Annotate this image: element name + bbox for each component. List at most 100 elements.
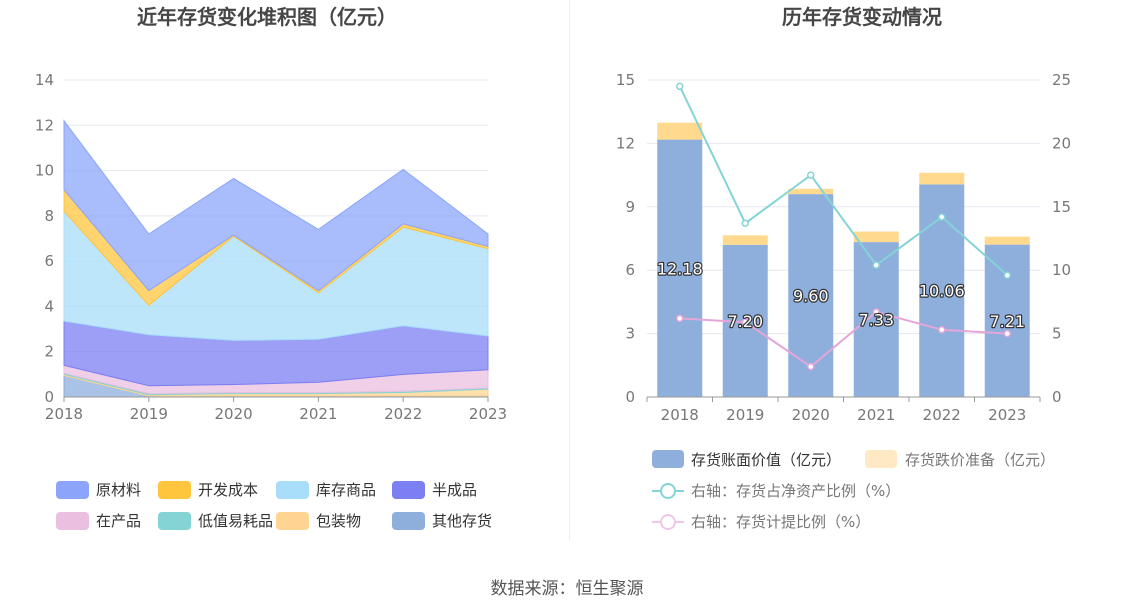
left-x-tick-label: 2023 bbox=[469, 405, 507, 423]
bar-impairment-2018 bbox=[657, 122, 703, 140]
right-bars bbox=[657, 122, 1030, 397]
right-lines bbox=[676, 82, 1011, 371]
bar-book-value-2023 bbox=[984, 244, 1030, 397]
legend-swatch-存货账面价值（亿元） bbox=[652, 450, 684, 468]
legend-swatch-低值易耗品 bbox=[158, 512, 191, 530]
right-axes: 0 3 6 9 12 15 0 5 10 15 20 25 2018 2019 2020 2021 2022 20… bbox=[616, 71, 1071, 424]
right-x-tick-label: 2022 bbox=[923, 406, 961, 424]
right-y-tick-label: 9 bbox=[625, 198, 635, 216]
line-point-1-2023 bbox=[1003, 271, 1011, 280]
bar-impairment-2022 bbox=[919, 172, 965, 185]
legend-swatch-其他存货 bbox=[392, 512, 425, 530]
right-y-tick-label: 0 bbox=[625, 388, 635, 406]
bar-value-label-2020: 9.60 bbox=[793, 287, 829, 306]
legend-swatch-原材料 bbox=[56, 481, 89, 499]
line-point-1-2021 bbox=[872, 261, 880, 269]
right-x-tick-label: 2023 bbox=[988, 406, 1026, 424]
legend-swatch-开发成本 bbox=[158, 481, 191, 499]
legend-marker-2 bbox=[660, 514, 676, 530]
left-chart-title: 近年存货变化堆积图（亿元） bbox=[137, 5, 397, 29]
left-y-tick-label: 4 bbox=[44, 297, 54, 315]
line-point-2-2018 bbox=[676, 314, 684, 323]
right-y-tick-label: 3 bbox=[625, 325, 635, 343]
legend-label-右轴：存货占净资产比例（%）: 右轴：存货占净资产比例（%） bbox=[691, 482, 900, 500]
legend-label-原材料: 原材料 bbox=[96, 481, 141, 499]
line-point-1-2020 bbox=[807, 171, 815, 179]
right-x-tick-label: 2019 bbox=[726, 406, 764, 424]
bar-book-value-2018 bbox=[657, 139, 703, 397]
left-y-tick-label: 6 bbox=[44, 252, 54, 270]
bar-value-label-2022: 10.06 bbox=[919, 282, 965, 301]
left-y-tick-label: 10 bbox=[35, 162, 54, 180]
right-y-tick-label: 6 bbox=[625, 261, 635, 279]
bar-value-label-2019: 7.20 bbox=[727, 312, 763, 331]
left-x-tick-label: 2022 bbox=[384, 405, 422, 423]
right-y2-tick-label: 20 bbox=[1052, 134, 1071, 152]
right-x-tick-label: 2018 bbox=[661, 406, 699, 424]
legend-label-半成品: 半成品 bbox=[432, 481, 477, 499]
legend-label-其他存货: 其他存货 bbox=[432, 512, 492, 530]
right-legend: 存货账面价值（亿元） 存货跌价准备（亿元） 右轴：存货占净资产比例（%） 右轴：存货计… bbox=[652, 450, 1055, 531]
legend-label-存货账面价值（亿元）: 存货账面价值（亿元） bbox=[691, 451, 841, 469]
legend-swatch-在产品 bbox=[56, 512, 89, 530]
inventory-stacked-area-chart: 近年存货变化堆积图（亿元） 0 2 4 6 8 10 12 14 2018 2019 2020 202… bbox=[35, 5, 507, 530]
right-y2-tick-label: 0 bbox=[1052, 388, 1062, 406]
legend-label-在产品: 在产品 bbox=[96, 512, 141, 530]
legend-label-开发成本: 开发成本 bbox=[198, 481, 258, 499]
line-point-1-2022 bbox=[938, 213, 946, 221]
legend-swatch-包装物 bbox=[276, 512, 309, 530]
left-x-tick-label: 2019 bbox=[130, 405, 168, 423]
right-gridlines bbox=[647, 79, 1040, 335]
right-y-tick-label: 15 bbox=[616, 71, 635, 89]
legend-label-包装物: 包装物 bbox=[316, 512, 361, 530]
right-bar-labels: 12.18 7.20 9.60 7.33 10.06 7.21 bbox=[656, 258, 1027, 332]
legend-marker-1 bbox=[660, 483, 676, 499]
left-y-tick-label: 14 bbox=[35, 71, 54, 89]
left-axes: 0 2 4 6 8 10 12 14 2018 2019 2020 2021 2022 2023 bbox=[35, 71, 507, 423]
bar-impairment-2019 bbox=[722, 235, 768, 245]
legend-swatch-半成品 bbox=[392, 481, 425, 499]
right-y2-tick-label: 25 bbox=[1052, 71, 1071, 89]
legend-swatch-库存商品 bbox=[276, 481, 309, 499]
line-series-1 bbox=[678, 85, 1008, 277]
legend-label-低值易耗品: 低值易耗品 bbox=[198, 512, 273, 530]
legend-swatch-存货跌价准备（亿元） bbox=[865, 450, 897, 468]
left-x-tick-label: 2021 bbox=[299, 405, 337, 423]
right-chart-title: 历年存货变动情况 bbox=[782, 5, 942, 29]
right-y2-tick-label: 5 bbox=[1052, 325, 1062, 343]
left-y-tick-label: 2 bbox=[44, 343, 54, 361]
legend-label-存货跌价准备（亿元）: 存货跌价准备（亿元） bbox=[905, 451, 1055, 469]
legend-label-库存商品: 库存商品 bbox=[316, 481, 376, 499]
bar-value-label-2018: 12.18 bbox=[657, 259, 703, 278]
line-point-2-2022 bbox=[938, 326, 946, 334]
right-x-tick-label: 2021 bbox=[857, 406, 895, 424]
right-y2-tick-label: 15 bbox=[1052, 198, 1071, 216]
legend-label-右轴：存货计提比例（%）: 右轴：存货计提比例（%） bbox=[691, 513, 870, 531]
line-point-2-2019 bbox=[741, 318, 749, 326]
inventory-change-combo-chart: 历年存货变动情况 12.18 7.20 9.60 7.33 10.06 7.21 0 3 6 9… bbox=[616, 5, 1071, 531]
line-point-2-2020 bbox=[807, 362, 815, 371]
area-原材料 bbox=[63, 119, 489, 292]
bar-impairment-2021 bbox=[853, 231, 899, 243]
right-y2-tick-label: 10 bbox=[1052, 261, 1071, 279]
bar-impairment-2020 bbox=[788, 188, 834, 195]
bar-value-label-2021: 7.33 bbox=[858, 311, 894, 330]
line-point-1-2018 bbox=[676, 82, 684, 91]
bar-value-label-2023: 7.21 bbox=[989, 312, 1025, 331]
left-area-layers bbox=[63, 119, 489, 398]
chart-divider bbox=[569, 0, 570, 540]
line-point-2-2021 bbox=[872, 308, 880, 316]
data-source-label: 数据来源：恒生聚源 bbox=[490, 579, 644, 599]
line-point-1-2019 bbox=[741, 219, 749, 228]
left-y-tick-label: 12 bbox=[35, 116, 54, 134]
left-y-tick-label: 8 bbox=[44, 207, 54, 225]
left-x-tick-label: 2018 bbox=[45, 405, 83, 423]
bar-impairment-2023 bbox=[984, 236, 1030, 245]
line-series-2 bbox=[679, 310, 1008, 368]
line-point-2-2023 bbox=[1003, 329, 1011, 338]
left-x-tick-label: 2020 bbox=[215, 405, 253, 423]
right-x-tick-label: 2020 bbox=[792, 406, 830, 424]
right-y-tick-label: 12 bbox=[616, 134, 635, 152]
left-y-tick-label: 0 bbox=[44, 388, 54, 406]
